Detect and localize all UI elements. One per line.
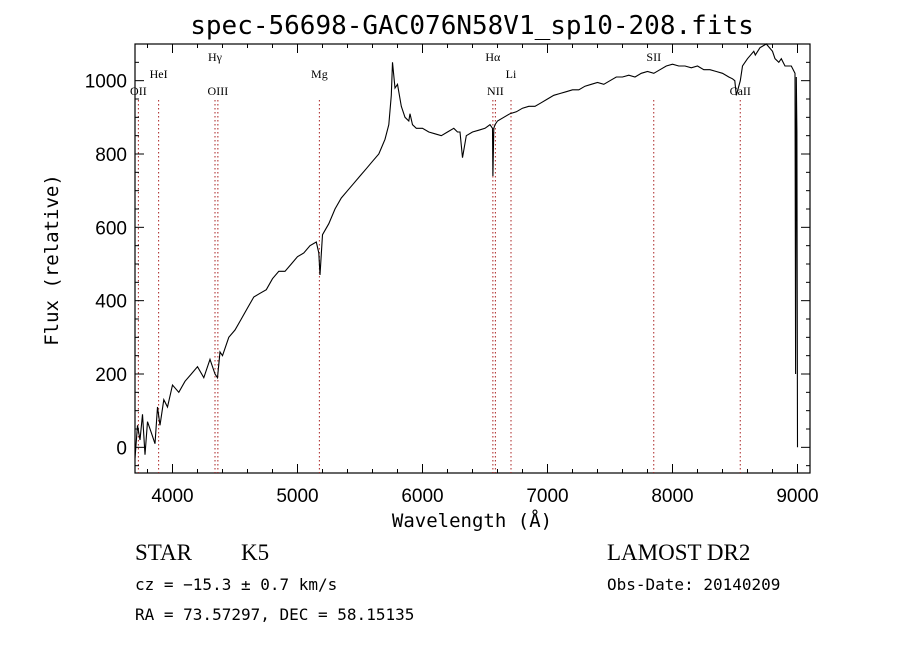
- y-axis: 0 200 400 600 800 1000: [85, 61, 810, 467]
- x-axis: 4000 5000 6000 7000 8000 9000: [147, 44, 819, 507]
- plot-frame: [134, 43, 811, 474]
- y-tick-label: 200: [95, 365, 127, 386]
- emission-line-label: Hα: [485, 50, 501, 64]
- chart-title: spec-56698-GAC076N58V1_sp10-208.fits: [190, 11, 754, 41]
- emission-line-label: HeI: [150, 67, 168, 81]
- y-tick-label: 400: [95, 292, 127, 313]
- spectrum-series-line: [134, 43, 799, 459]
- emission-line-label: Mg: [311, 67, 328, 81]
- x-tick-label: 9000: [776, 486, 818, 507]
- y-axis-label: Flux (relative): [41, 174, 63, 346]
- x-tick-label: 6000: [401, 486, 443, 507]
- x-tick-label: 5000: [276, 486, 318, 507]
- obs-date: Obs-Date: 20140209: [607, 575, 780, 594]
- redshift-text: cz = −15.3 ± 0.7 km/s: [135, 575, 337, 594]
- object-subclass: K5: [241, 540, 269, 565]
- y-tick-label: 1000: [85, 72, 127, 93]
- x-tick-label: 4000: [151, 486, 193, 507]
- emission-line-label: Hγ: [208, 50, 223, 64]
- object-class: STAR: [135, 540, 193, 565]
- emission-line-label: OII: [130, 84, 147, 98]
- x-tick-label: 8000: [651, 486, 693, 507]
- emission-line-label: NII: [487, 84, 504, 98]
- y-tick-label: 0: [116, 438, 127, 459]
- emission-line-label: CaII: [730, 84, 751, 98]
- coordinates: RA = 73.57297, DEC = 58.15135: [135, 605, 414, 624]
- y-tick-label: 600: [95, 218, 127, 239]
- emission-line-label: SII: [646, 50, 661, 64]
- emission-line-label: Li: [506, 67, 517, 81]
- y-tick-label: 800: [95, 145, 127, 166]
- survey-name: LAMOST DR2: [607, 540, 750, 565]
- emission-line-label: OIII: [208, 84, 229, 98]
- x-axis-label: Wavelength (Å): [392, 509, 552, 532]
- x-tick-label: 7000: [526, 486, 568, 507]
